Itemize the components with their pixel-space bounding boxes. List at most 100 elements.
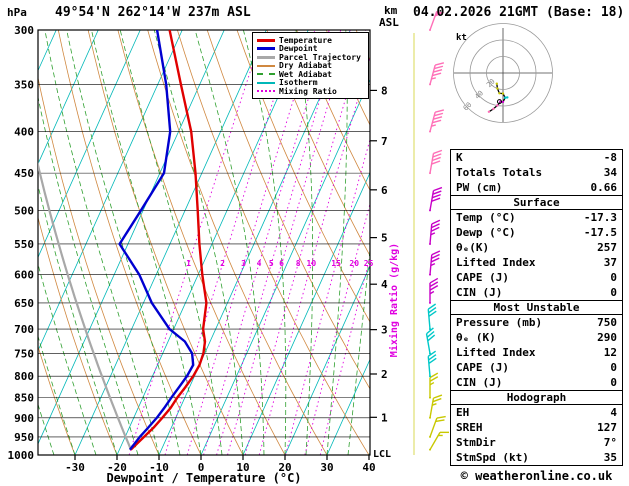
hodograph-ring-label: 20: [485, 77, 497, 89]
hodograph-level-dot: [496, 87, 499, 90]
index-row: StmDir 7°: [451, 435, 622, 450]
hodograph-level-dot: [498, 92, 501, 95]
table-section-header-hodograph: Hodograph: [451, 390, 622, 405]
index-value: 4: [610, 406, 617, 419]
index-label: StmDir: [456, 436, 496, 449]
temperature-curve: [129, 30, 208, 451]
index-row: θₑ(K) 257: [451, 240, 622, 255]
index-label: Pressure (mb): [456, 316, 543, 329]
index-row: CAPE (J) 0: [451, 270, 622, 285]
hodograph-unit-label: kt: [456, 33, 467, 43]
legend-item-mixing-ratio: Mixing Ratio: [257, 87, 364, 96]
isotherm-lines: [38, 30, 370, 455]
temperature-tick-label: -10: [149, 461, 169, 474]
pressure-tick-label: 850: [14, 392, 34, 405]
index-value: 0: [610, 376, 617, 389]
temperature-tick-label: -30: [65, 461, 85, 474]
index-value: 127: [597, 421, 617, 434]
legend-line-sample: [257, 81, 275, 84]
sounding-profiles: [38, 30, 208, 451]
pressure-tick-label: 700: [14, 323, 34, 336]
pressure-tick-label: 500: [14, 204, 34, 217]
altitude-tick-label: 6: [381, 184, 388, 197]
hodograph-ring: [486, 56, 520, 90]
hodograph-level-dot: [501, 100, 505, 104]
temperature-axis: -30 -20 -10 0 10 20 30 40: [65, 455, 376, 474]
mixing-ratio-axis-label: Mixing Ratio (g/kg): [388, 243, 400, 357]
pressure-tick-label: 450: [14, 167, 34, 180]
index-row: PW (cm) 0.66: [451, 180, 622, 195]
index-row: Lifted Index 12: [451, 345, 622, 360]
mixing-ratio-value: 10: [307, 259, 317, 268]
hodograph-level-dot: [496, 104, 499, 107]
pressure-axis-labels: 300 350 400 450 500 550 600 650 700 750 800 850 900 9…: [8, 24, 35, 462]
index-row: Dewp (°C) -17.5: [451, 225, 622, 240]
mixing-ratio-value: 25: [364, 259, 374, 268]
altitude-tick-label: 5: [381, 232, 388, 245]
index-value: 750: [597, 316, 617, 329]
parcel-trajectory-curve: [38, 160, 132, 451]
chart-legend: Temperature Dewpoint Parcel Trajectory Dry …: [252, 32, 369, 99]
index-label: CAPE (J): [456, 271, 509, 284]
temperature-tick-label: 0: [198, 461, 205, 474]
dewpoint-curve: [118, 30, 195, 451]
mixing-ratio-value: 15: [331, 259, 341, 268]
legend-label: Wet Adiabat: [279, 69, 332, 79]
temperature-tick-label: 40: [362, 461, 375, 474]
mixing-ratio-value: 3: [241, 259, 246, 268]
index-value: 12: [603, 346, 617, 359]
index-value: 34: [603, 166, 617, 179]
index-row: CAPE (J) 0: [451, 360, 622, 375]
legend-item-dry-adiabat: Dry Adiabat: [257, 61, 364, 71]
altitude-axis-unit-km: km: [384, 4, 398, 17]
pressure-tick-label: 400: [14, 126, 34, 139]
mixing-ratio-value: 2: [220, 259, 225, 268]
altitude-axis-unit-asl: ASL: [379, 16, 399, 29]
legend-label: Dewpoint: [279, 44, 318, 54]
legend-label: Mixing Ratio: [279, 86, 337, 96]
index-label: Dewp (°C): [456, 226, 516, 239]
pressure-tick-label: 550: [14, 238, 34, 251]
pressure-tick-label: 650: [14, 297, 34, 310]
altitude-tick-label: 3: [381, 324, 388, 337]
legend-label: Parcel Trajectory: [279, 52, 361, 62]
hodograph-ring: [469, 39, 537, 107]
legend-item-wet-adiabat: Wet Adiabat: [257, 70, 364, 79]
lcl-label: LCL: [373, 449, 391, 460]
index-value: 37: [603, 256, 617, 269]
index-label: K: [456, 151, 463, 164]
index-label: EH: [456, 406, 470, 419]
pressure-tick-label: 600: [14, 269, 34, 282]
index-row: Totals Totals 34: [451, 165, 622, 180]
index-row: CIN (J) 0: [451, 375, 622, 390]
index-label: Totals Totals: [456, 166, 543, 179]
legend-line-sample: [257, 90, 275, 93]
legend-item-parcel-trajectory: Parcel Trajectory: [257, 53, 364, 62]
legend-line-sample: [257, 38, 275, 42]
index-value: -8: [603, 151, 617, 164]
index-row: SREH 127: [451, 420, 622, 435]
pressure-tick-label: 350: [14, 78, 34, 91]
mixing-ratio-value: 4: [257, 259, 262, 268]
pressure-tick-label: 800: [14, 370, 34, 383]
index-row: CIN (J) 0: [451, 285, 622, 300]
index-value: 290: [597, 331, 617, 344]
legend-line-sample: [257, 47, 275, 51]
hodograph-level-dot: [495, 82, 498, 85]
index-row: θₑ (K) 290: [451, 330, 622, 345]
pressure-tick-label: 1000: [8, 449, 35, 462]
temperature-tick-label: 10: [236, 461, 249, 474]
pressure-tick-label: 750: [14, 347, 34, 360]
legend-label: Dry Adiabat: [279, 61, 332, 71]
index-value: 0.66: [590, 181, 618, 194]
legend-line-sample: [257, 64, 275, 67]
legend-line-sample: [257, 73, 275, 76]
legend-line-sample: [257, 55, 275, 59]
index-value: 0: [610, 286, 617, 299]
hodograph-level-dot: [506, 96, 509, 99]
mixing-ratio-value: 5: [269, 259, 274, 268]
altitude-tick-label: 1: [381, 411, 388, 424]
legend-label: Isotherm: [279, 78, 318, 88]
